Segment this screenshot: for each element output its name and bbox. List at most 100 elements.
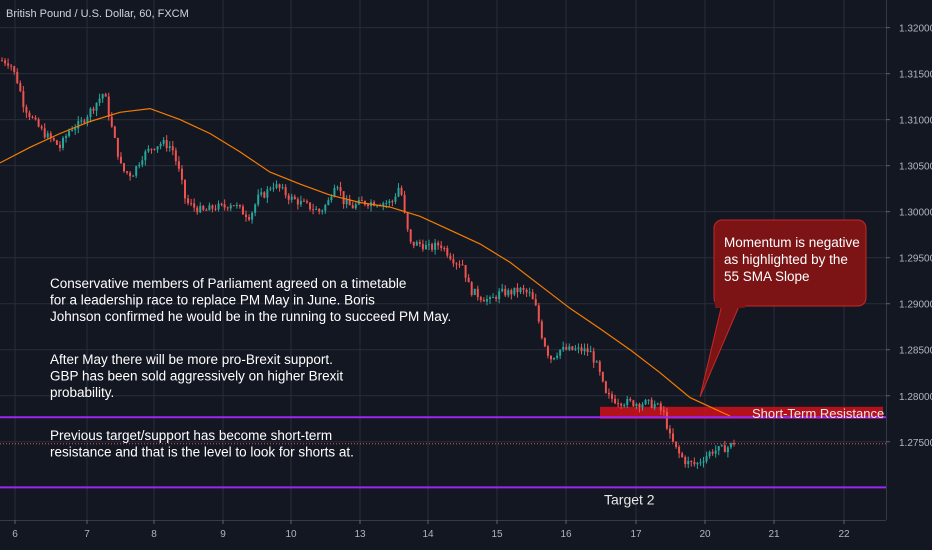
candle-body	[571, 346, 574, 350]
candlestick-series	[1, 57, 735, 469]
candle-body	[717, 446, 720, 451]
candle-body	[171, 146, 174, 151]
candle-body	[388, 201, 391, 203]
candle-body	[711, 451, 714, 454]
candle-body	[241, 206, 244, 215]
candle-body	[272, 187, 275, 189]
x-tick-label: 8	[151, 529, 157, 540]
candle-body	[644, 400, 647, 405]
y-tick-label: 1.29500	[899, 254, 932, 265]
candle-body	[601, 371, 604, 382]
candle-body	[678, 446, 681, 454]
candle-body	[382, 203, 385, 206]
candle-body	[306, 201, 308, 203]
candle-body	[400, 187, 403, 195]
candle-body	[556, 355, 559, 358]
price-axis[interactable]: 1.27500 1.28000 1.28500 1.29000 1.29500 1.300…	[886, 0, 932, 550]
candle-body	[13, 66, 16, 72]
candle-body	[632, 400, 635, 406]
candle-body	[470, 282, 473, 295]
candle-body	[614, 398, 617, 404]
candle-body	[507, 290, 510, 296]
x-tick-label: 22	[838, 529, 850, 540]
candle-body	[226, 207, 229, 209]
candle-body	[681, 453, 684, 458]
candle-body	[415, 242, 418, 246]
candle-body	[519, 287, 522, 293]
candle-body	[553, 357, 556, 360]
x-tick-label: 7	[84, 529, 90, 540]
candle-body	[330, 196, 333, 201]
candle-body	[232, 205, 235, 207]
candle-body	[119, 156, 122, 164]
annotation-brexit-text: After May there will be more pro-Brexit …	[50, 352, 333, 367]
y-tick-label: 1.28000	[899, 392, 932, 403]
x-tick-label: 17	[630, 529, 642, 540]
candle-body	[489, 297, 491, 300]
candle-body	[348, 199, 351, 206]
candle-body	[324, 205, 327, 211]
candle-body	[672, 433, 674, 442]
y-tick-label: 1.31000	[899, 116, 932, 127]
candle-body	[92, 108, 95, 111]
candle-body	[190, 203, 193, 205]
candle-body	[385, 202, 388, 204]
candle-body	[52, 138, 55, 141]
candle-body	[705, 456, 708, 462]
candle-body	[290, 196, 293, 200]
candle-body	[129, 172, 132, 177]
candle-body	[611, 394, 613, 399]
candle-body	[339, 187, 342, 192]
candle-body	[617, 403, 620, 405]
candle-body	[577, 347, 580, 349]
candle-body	[7, 63, 10, 66]
candle-body	[373, 202, 376, 206]
candle-body	[586, 348, 589, 352]
candle-body	[437, 242, 440, 246]
candle-body	[345, 199, 348, 205]
candle-body	[83, 120, 86, 123]
callout-joint	[715, 300, 745, 308]
candle-body	[461, 264, 464, 266]
candle-body	[248, 217, 251, 220]
candle-body	[452, 259, 455, 264]
candle-body	[476, 288, 479, 298]
candle-body	[559, 349, 562, 356]
candle-body	[409, 229, 412, 242]
time-axis[interactable]: 6 7 8 9 10 13 14 15 16 17 20 21 22	[0, 520, 886, 550]
candle-body	[367, 204, 369, 207]
candle-body	[431, 244, 434, 250]
candle-body	[455, 263, 458, 265]
candle-body	[565, 346, 568, 350]
candle-body	[333, 188, 336, 197]
x-tick-label: 14	[422, 529, 434, 540]
candle-body	[202, 205, 205, 210]
candle-body	[522, 287, 525, 290]
candle-body	[214, 208, 217, 210]
candle-body	[150, 148, 153, 150]
candle-body	[156, 146, 159, 150]
candle-body	[620, 403, 623, 406]
candle-body	[22, 91, 25, 108]
candle-body	[199, 205, 202, 213]
candle-body	[159, 143, 162, 147]
candle-body	[714, 450, 717, 454]
candle-body	[263, 192, 266, 198]
candle-body	[562, 346, 565, 350]
candle-body	[229, 205, 232, 209]
candle-body	[162, 140, 165, 144]
callout-box	[713, 219, 867, 307]
candle-body	[449, 255, 452, 260]
candle-body	[174, 150, 177, 162]
candle-body	[513, 287, 516, 295]
candle-body	[101, 94, 104, 99]
candle-body	[696, 462, 699, 465]
candle-body	[269, 188, 272, 190]
candle-body	[68, 130, 71, 137]
candle-body	[534, 299, 537, 306]
candle-body	[74, 128, 77, 131]
candle-body	[223, 204, 226, 208]
candle-body	[220, 203, 223, 205]
candle-body	[144, 151, 147, 161]
